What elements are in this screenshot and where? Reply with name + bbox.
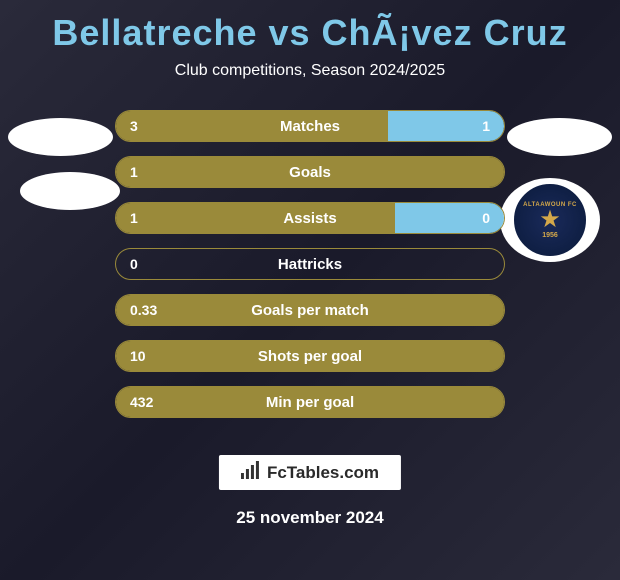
stat-row-matches: 3 Matches 1: [115, 110, 505, 142]
club-badge-year: 1956: [542, 232, 558, 239]
club-badge-star-icon: ★: [539, 208, 561, 232]
stat-value-left: 10: [130, 348, 146, 364]
stat-label: Assists: [283, 210, 336, 227]
stat-row-mpg: 432 Min per goal: [115, 386, 505, 418]
stat-value-left: 432: [130, 394, 153, 410]
player-right-logo-1: [507, 118, 612, 156]
stat-row-hattricks: 0 Hattricks: [115, 248, 505, 280]
stats-container: 3 Matches 1 1 Goals 1 Assists 0 0 Hattri…: [0, 110, 620, 418]
stat-value-left: 1: [130, 210, 138, 226]
page-title: Bellatreche vs ChÃ¡vez Cruz: [0, 0, 620, 54]
stat-fill-left: [116, 111, 388, 141]
stat-value-left: 0.33: [130, 302, 157, 318]
stat-value-right: 1: [482, 118, 490, 134]
player-left-logo-1: [8, 118, 113, 156]
stat-value-left: 3: [130, 118, 138, 134]
stat-row-spg: 10 Shots per goal: [115, 340, 505, 372]
stat-value-left: 0: [130, 256, 138, 272]
footer-brand-text: FcTables.com: [267, 463, 379, 483]
footer-brand-box[interactable]: FcTables.com: [219, 455, 401, 490]
stat-row-gpm: 0.33 Goals per match: [115, 294, 505, 326]
stat-row-assists: 1 Assists 0: [115, 202, 505, 234]
stat-fill-left: [116, 203, 395, 233]
stat-label: Goals: [289, 164, 331, 181]
stat-label: Min per goal: [266, 394, 354, 411]
stat-value-left: 1: [130, 164, 138, 180]
stat-value-right: 0: [482, 210, 490, 226]
player-right-logo-2: ALTAAWOUN FC ★ 1956: [500, 178, 600, 262]
stat-label: Matches: [280, 118, 340, 135]
stat-label: Hattricks: [278, 256, 342, 273]
player-left-logo-2: [20, 172, 120, 210]
stat-label: Goals per match: [251, 302, 369, 319]
chart-icon: [241, 461, 261, 484]
stat-label: Shots per goal: [258, 348, 362, 365]
date-text: 25 november 2024: [236, 508, 383, 528]
subtitle: Club competitions, Season 2024/2025: [0, 62, 620, 80]
stat-row-goals: 1 Goals: [115, 156, 505, 188]
club-badge: ALTAAWOUN FC ★ 1956: [511, 181, 589, 259]
